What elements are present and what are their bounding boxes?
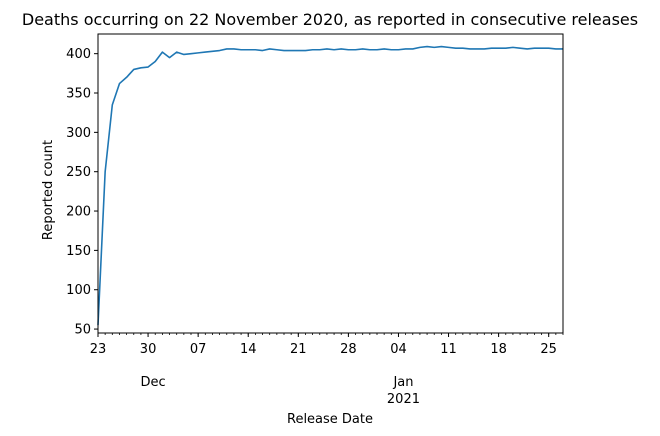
x-tick-label: 30 (140, 342, 157, 357)
x-secondary-label: Jan (392, 375, 413, 390)
x-axis: 23 30 07 14 21 28 04 11 18 25 (90, 333, 557, 357)
y-tick-label: 350 (66, 87, 91, 102)
x-tick-label: 11 (440, 342, 457, 357)
series-line (97, 45, 563, 326)
x-axis-label: Release Date (287, 412, 373, 427)
x-tick-label: 21 (290, 342, 307, 357)
x-tick-label: 18 (490, 342, 507, 357)
x-axis-secondary-labels: Dec Jan 2021 (140, 375, 420, 407)
y-tick-label: 300 (66, 126, 91, 141)
y-axis: 50 100 150 200 250 300 350 400 (66, 47, 98, 338)
x-secondary-label: 2021 (387, 392, 420, 407)
series-layer (97, 45, 563, 326)
x-tick-label: 14 (240, 342, 257, 357)
x-tick-label: 25 (540, 342, 557, 357)
y-tick-label: 50 (74, 323, 91, 338)
x-tick-label: 23 (90, 342, 107, 357)
x-tick-label: 07 (190, 342, 207, 357)
y-tick-label: 100 (66, 283, 91, 298)
y-axis-label: Reported count (41, 140, 56, 240)
y-tick-label: 150 (66, 244, 91, 259)
plot-frame (97, 33, 564, 334)
y-tick-label: 200 (66, 205, 91, 220)
y-tick-label: 400 (66, 47, 91, 62)
chart-title: Deaths occurring on 22 November 2020, as… (22, 10, 638, 29)
x-tick-label: 28 (340, 342, 357, 357)
y-tick-label: 250 (66, 165, 91, 180)
y-axis-label-text: Reported count (41, 140, 56, 240)
x-tick-label: 04 (390, 342, 407, 357)
x-secondary-label: Dec (140, 375, 165, 390)
